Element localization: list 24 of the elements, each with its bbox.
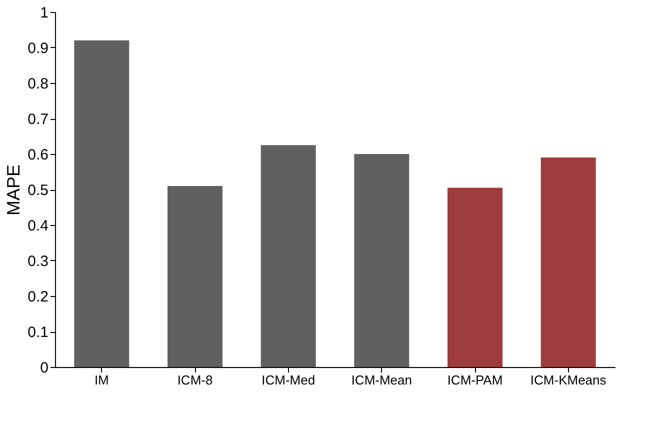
y-tick-label: 0.2 — [28, 288, 48, 306]
x-tick-label: ICM-Mean — [351, 372, 412, 388]
bar — [260, 145, 316, 367]
bar — [540, 158, 596, 367]
y-tick-label: 0.6 — [28, 146, 48, 164]
x-tick-label: ICM-KMeans — [530, 372, 607, 388]
x-tick-label: IM — [94, 372, 109, 388]
bar — [168, 186, 222, 367]
bar — [448, 188, 502, 367]
y-tick-label: 0 — [40, 360, 48, 376]
y-tick-label: 0.4 — [28, 218, 48, 234]
x-tick-label: ICM-PAM — [447, 372, 503, 388]
x-tick-label: ICM-Med — [262, 372, 316, 388]
y-tick-label: 0.5 — [28, 182, 48, 199]
y-tick-label: 0.9 — [28, 40, 48, 57]
x-tick-label: ICM-8 — [177, 372, 213, 388]
y-axis-title: MAPE — [4, 164, 24, 216]
bar — [74, 40, 130, 367]
y-tick-label: 0.7 — [28, 111, 48, 128]
y-tick-label: 0.8 — [28, 76, 48, 92]
y-tick-label: 0.1 — [28, 324, 48, 341]
y-tick-label: 0.3 — [28, 253, 48, 270]
y-tick-label: 1 — [40, 4, 48, 22]
bar — [354, 154, 410, 367]
